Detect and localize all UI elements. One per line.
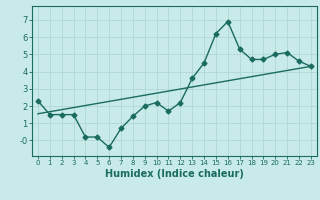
- X-axis label: Humidex (Indice chaleur): Humidex (Indice chaleur): [105, 169, 244, 179]
